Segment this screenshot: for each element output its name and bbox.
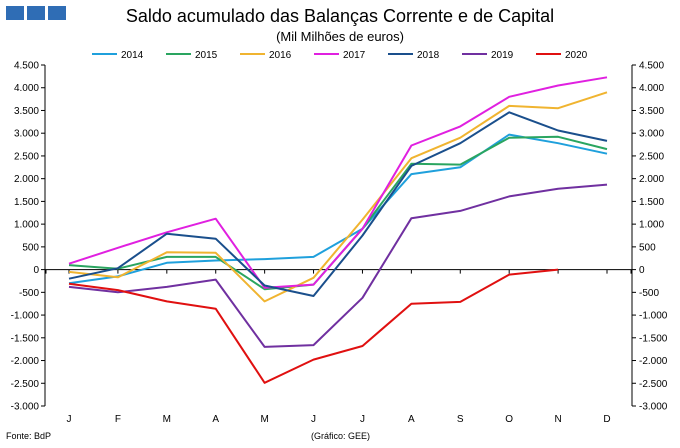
y-tick-label-left: -1.500 bbox=[11, 333, 40, 344]
series-line-2018 bbox=[68, 111, 608, 297]
x-tick-label: J bbox=[67, 414, 72, 425]
y-tick-label-right: -1.500 bbox=[639, 333, 668, 344]
y-tick-label-right: 0 bbox=[639, 265, 645, 276]
y-tick-label-right: 2.000 bbox=[639, 174, 664, 185]
y-tick-label-left: -2.000 bbox=[11, 356, 40, 367]
y-tick-label-right: 1.000 bbox=[639, 220, 664, 231]
x-tick-label: J bbox=[360, 414, 365, 425]
y-tick-label-right: 500 bbox=[639, 242, 656, 253]
logo bbox=[6, 6, 66, 20]
y-tick-label-right: 3.000 bbox=[639, 129, 664, 140]
y-tick-label-right: -500 bbox=[639, 288, 659, 299]
series-line-2017 bbox=[68, 76, 608, 289]
series-line-2019 bbox=[68, 183, 608, 348]
y-tick-label-left: 3.000 bbox=[14, 129, 39, 140]
y-tick-label-right: 1.500 bbox=[639, 197, 664, 208]
x-tick-label: S bbox=[457, 414, 464, 425]
x-tick-label: M bbox=[260, 414, 268, 425]
logo-block bbox=[27, 6, 45, 20]
series-line-2016 bbox=[68, 91, 608, 303]
series-line-2020 bbox=[68, 268, 559, 384]
y-tick-label-left: 2.000 bbox=[14, 174, 39, 185]
logo-block bbox=[48, 6, 66, 20]
y-tick-label-left: -500 bbox=[19, 288, 39, 299]
y-tick-label-right: -2.000 bbox=[639, 356, 668, 367]
x-tick-label: J bbox=[311, 414, 316, 425]
y-tick-label-left: 2.500 bbox=[14, 151, 39, 162]
x-tick-label: D bbox=[603, 414, 610, 425]
y-tick-label-right: -2.500 bbox=[639, 379, 668, 390]
legend-label-2018: 2018 bbox=[417, 50, 440, 61]
y-tick-label-left: 4.000 bbox=[14, 83, 39, 94]
chart-title: Saldo acumulado das Balanças Corrente e … bbox=[125, 6, 555, 26]
y-tick-label-right: -1.000 bbox=[639, 311, 668, 322]
x-tick-label: F bbox=[115, 414, 121, 425]
x-tick-label: M bbox=[163, 414, 171, 425]
x-tick-label: N bbox=[554, 414, 561, 425]
y-tick-label-right: 2.500 bbox=[639, 151, 664, 162]
source-note: Fonte: BdP bbox=[6, 431, 52, 441]
y-tick-label-left: 0 bbox=[33, 265, 39, 276]
y-tick-label-left: 4.500 bbox=[14, 61, 39, 72]
x-tick-label: A bbox=[408, 414, 415, 425]
legend: 2014 2015 2016 2017 2018 2019 2020 bbox=[92, 50, 588, 61]
legend-label-2016: 2016 bbox=[269, 50, 292, 61]
credit-note: (Gráfico: GEE) bbox=[311, 431, 371, 441]
plot-area bbox=[68, 76, 608, 384]
y-tick-label-right: 4.000 bbox=[639, 83, 664, 94]
x-tick-label: O bbox=[505, 414, 513, 425]
y-tick-label-left: -2.500 bbox=[11, 379, 40, 390]
y-tick-label-right: 4.500 bbox=[639, 61, 664, 72]
x-tick-label: A bbox=[212, 414, 219, 425]
logo-block bbox=[6, 6, 24, 20]
legend-label-2014: 2014 bbox=[121, 50, 144, 61]
y-tick-label-left: -3.000 bbox=[11, 402, 40, 413]
chart-subtitle: (Mil Milhões de euros) bbox=[276, 29, 404, 44]
series-line-2014 bbox=[68, 133, 608, 285]
y-tick-label-right: 3.500 bbox=[639, 106, 664, 117]
y-tick-label-left: 500 bbox=[22, 242, 39, 253]
legend-label-2019: 2019 bbox=[491, 50, 514, 61]
y-tick-label-left: 3.500 bbox=[14, 106, 39, 117]
legend-label-2017: 2017 bbox=[343, 50, 366, 61]
legend-label-2015: 2015 bbox=[195, 50, 218, 61]
y-tick-label-left: 1.500 bbox=[14, 197, 39, 208]
y-tick-label-right: -3.000 bbox=[639, 402, 668, 413]
legend-label-2020: 2020 bbox=[565, 50, 588, 61]
y-tick-label-left: -1.000 bbox=[11, 311, 40, 322]
y-tick-label-left: 1.000 bbox=[14, 220, 39, 231]
